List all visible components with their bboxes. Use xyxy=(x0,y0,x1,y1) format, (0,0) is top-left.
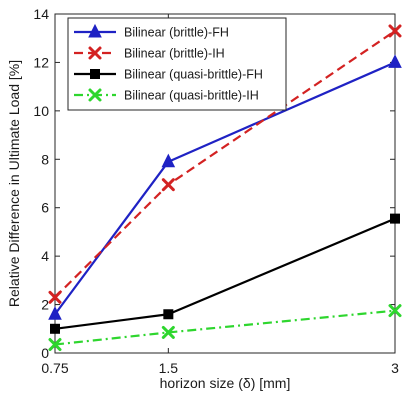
data-point-marker xyxy=(388,54,402,68)
legend-label: Bilinear (quasi-brittle)-IH xyxy=(124,89,259,103)
y-tick-label: 6 xyxy=(41,200,49,216)
x-marker-stroke xyxy=(161,178,175,192)
data-point-marker xyxy=(390,213,400,224)
data-point-marker xyxy=(163,309,174,320)
legend-label: Bilinear (brittle)-FH xyxy=(124,26,229,40)
legend-box xyxy=(67,17,287,111)
data-point-marker xyxy=(48,338,62,352)
series-line xyxy=(54,217,396,330)
data-point-marker xyxy=(388,304,402,318)
y-tick-label: 10 xyxy=(33,103,49,119)
legend-marker xyxy=(88,23,102,38)
y-tick-label: 12 xyxy=(33,54,49,70)
axes: 0 2 4 6 8 10 12 14 0.75 1.5 3 xyxy=(33,6,399,376)
data-point-marker xyxy=(50,323,60,334)
data-point-marker xyxy=(388,24,402,38)
data-point-marker xyxy=(48,290,62,304)
legend-label: Bilinear (quasi-brittle)-FH xyxy=(124,68,263,82)
series-1 xyxy=(48,54,402,320)
y-tick-label: 0 xyxy=(41,345,49,361)
legend-marker xyxy=(90,69,100,79)
y-tick-label: 14 xyxy=(33,6,49,22)
y-tick-label: 2 xyxy=(41,297,49,313)
y-tick-label: 8 xyxy=(41,151,49,167)
series-group xyxy=(48,24,402,352)
x-axis-title: horizon size (δ) [mm] xyxy=(160,375,291,391)
plot-area-frame xyxy=(54,13,396,354)
data-point-marker xyxy=(48,306,62,320)
data-point-marker xyxy=(161,153,176,168)
legend-marker xyxy=(88,46,102,60)
x-tick-label: 3 xyxy=(391,360,399,376)
legend-label: Bilinear (brittle)-IH xyxy=(124,47,225,61)
x-marker-stroke xyxy=(88,46,102,60)
data-point-marker xyxy=(161,178,175,192)
legend-entry: Bilinear (brittle)-IH xyxy=(74,46,225,61)
x-marker-stroke xyxy=(388,304,402,318)
x-marker-stroke xyxy=(88,88,102,102)
x-tick-label: 1.5 xyxy=(159,360,179,376)
data-point-marker xyxy=(161,325,175,339)
legend-marker xyxy=(88,88,102,102)
legend-entry: Bilinear (quasi-brittle)-IH xyxy=(74,88,259,103)
series-3 xyxy=(50,213,400,334)
legend-entry: Bilinear (brittle)-FH xyxy=(74,23,229,40)
x-marker-stroke xyxy=(48,338,62,352)
x-marker-stroke xyxy=(161,325,175,339)
x-marker-stroke xyxy=(388,24,402,38)
legend-entry: Bilinear (quasi-brittle)-FH xyxy=(74,68,263,82)
x-marker-stroke xyxy=(48,290,62,304)
legend: Bilinear (brittle)-FH Bilinear (brittle)-… xyxy=(67,17,287,111)
y-tick-label: 4 xyxy=(41,248,49,264)
series-2 xyxy=(48,24,402,304)
series-line xyxy=(54,309,396,346)
y-axis-title: Relative Difference in Ultimate Load [%] xyxy=(6,60,22,307)
series-4 xyxy=(48,304,402,352)
x-tick-label: 0.75 xyxy=(41,360,68,376)
